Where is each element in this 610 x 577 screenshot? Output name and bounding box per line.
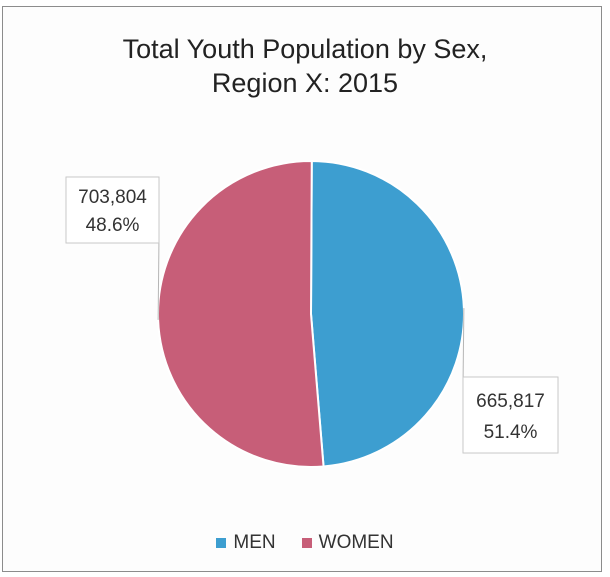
leader-line-women — [157, 236, 160, 320]
data-label-value-women: 703,804 — [78, 187, 147, 208]
legend-label-men: MEN — [233, 532, 276, 553]
data-label-box-men — [462, 376, 559, 454]
legend: MEN WOMEN — [0, 532, 610, 554]
chart-title: Total Youth Population by Sex, — [122, 34, 488, 64]
data-labels: 665,817 51.4% 703,804 48.6% — [65, 176, 559, 454]
legend-label-women: WOMEN — [318, 532, 394, 553]
legend-item-women: WOMEN — [301, 532, 394, 554]
legend-item-men: MEN — [216, 532, 276, 554]
pie-slice-women — [157, 160, 325, 468]
chart-title-block: Total Youth Population by Sex, Region X:… — [0, 32, 610, 100]
legend-swatch-women — [301, 538, 312, 548]
data-label-box-women — [65, 176, 160, 244]
chart-subtitle: Region X: 2015 — [211, 68, 399, 98]
data-label-percent-women: 48.6% — [86, 215, 140, 236]
data-label-percent-men: 51.4% — [484, 422, 538, 443]
leader-lines — [157, 236, 465, 388]
pie-slice-men — [309, 159, 465, 468]
legend-swatch-men — [216, 538, 227, 548]
leader-line-men — [462, 308, 465, 388]
pie-slices — [157, 159, 465, 468]
data-label-value-men: 665,817 — [476, 391, 545, 412]
